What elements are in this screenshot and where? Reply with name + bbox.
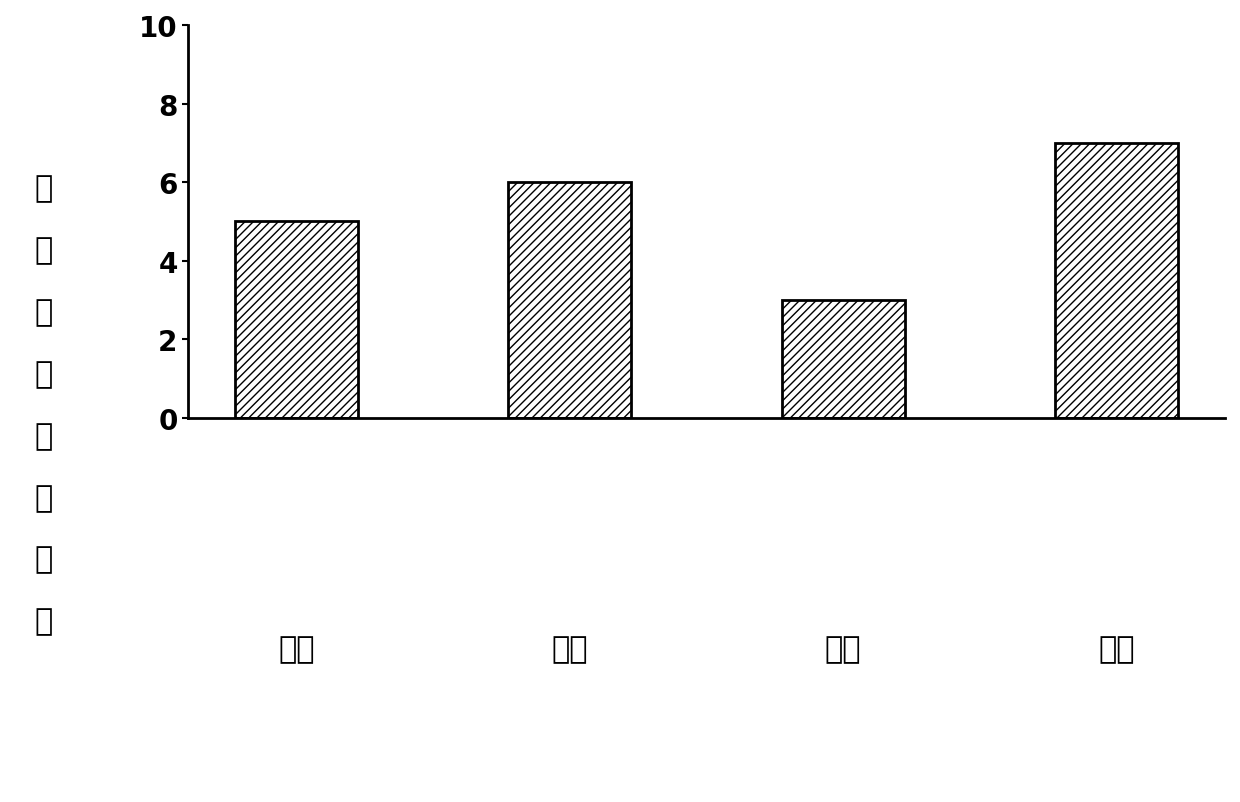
Text: 数: 数 xyxy=(35,606,52,636)
Bar xyxy=(781,301,905,419)
Text: 为: 为 xyxy=(35,545,52,574)
Bar xyxy=(508,183,631,419)
Bar xyxy=(1055,144,1178,419)
Text: 的: 的 xyxy=(35,421,52,451)
Bar xyxy=(236,222,358,419)
Text: 行: 行 xyxy=(35,483,52,512)
Text: 点赞: 点赞 xyxy=(552,634,588,663)
Text: 取: 取 xyxy=(35,174,52,204)
Text: 数: 数 xyxy=(35,298,52,327)
Text: 转发: 转发 xyxy=(825,634,862,663)
Text: 对: 对 xyxy=(35,236,52,265)
Text: 发帖: 发帖 xyxy=(279,634,315,663)
Text: 评论: 评论 xyxy=(1099,634,1135,663)
Text: 后: 后 xyxy=(35,359,52,389)
